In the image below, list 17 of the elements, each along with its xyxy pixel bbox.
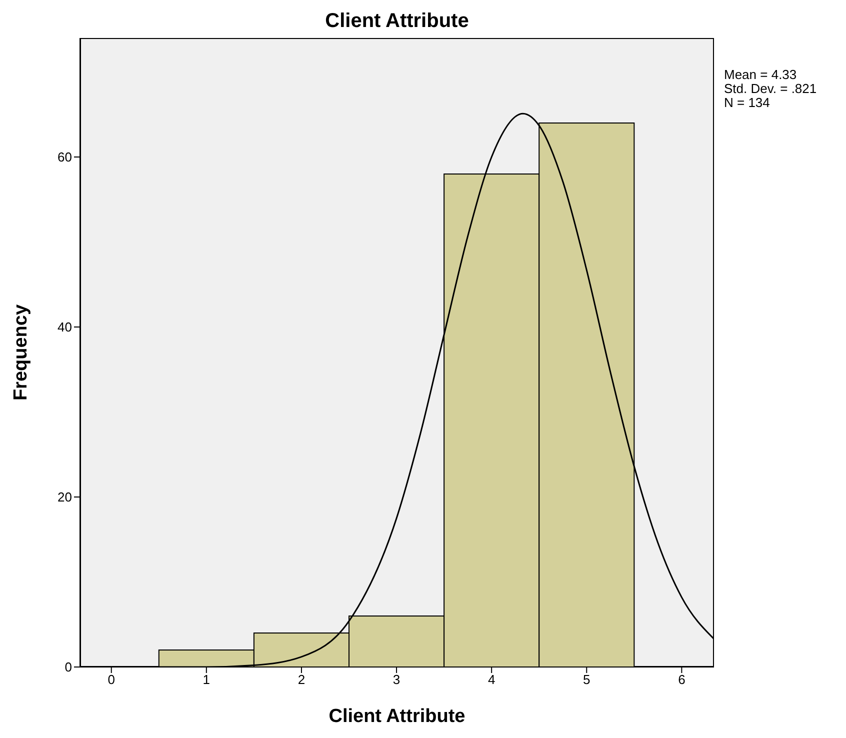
y-tick-label: 40 [58, 320, 72, 335]
x-tick-label: 2 [298, 672, 306, 688]
x-tick-label: 0 [108, 672, 115, 688]
text: Mean = 4.33 [724, 67, 798, 82]
x-tick-label: 3 [392, 672, 400, 688]
text: Std. Dev. = .821 [724, 81, 817, 96]
x-tick-label: 1 [202, 672, 210, 688]
y-tick-label: 20 [58, 490, 72, 505]
x-tick-label: 5 [583, 672, 590, 688]
y-tick-label: 0 [64, 660, 72, 675]
text: N = 134 [724, 95, 771, 110]
chart-title: Client Attribute [324, 10, 470, 33]
y-tick-label: 60 [58, 150, 72, 165]
x-axis-title: Client Attribute [328, 706, 466, 727]
y-axis-title: Frequency [10, 304, 32, 401]
x-tick-label: 6 [678, 672, 686, 688]
x-tick-label: 4 [488, 672, 496, 688]
